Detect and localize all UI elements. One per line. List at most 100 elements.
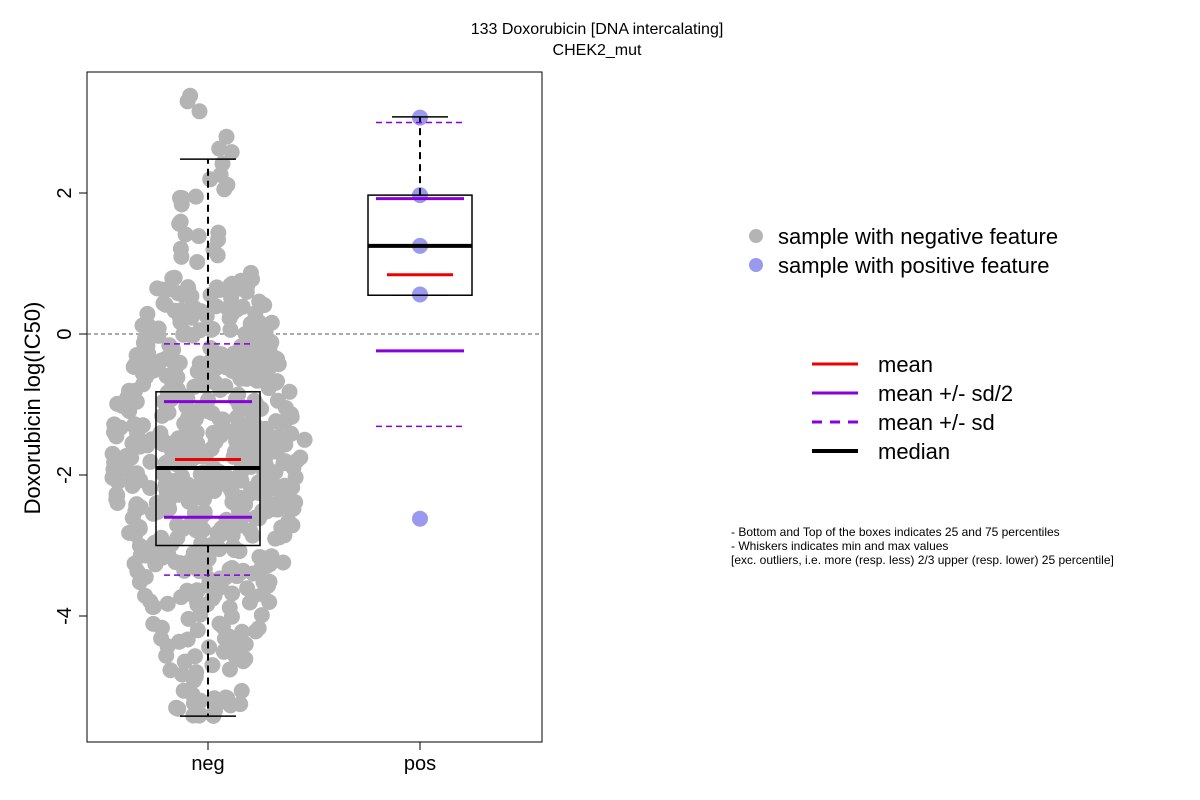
y-tick-label: 2 bbox=[54, 187, 76, 198]
x-tick-label: pos bbox=[404, 753, 436, 775]
legend-sample-label: sample with negative feature bbox=[778, 224, 1058, 249]
neg-sample-point bbox=[224, 362, 241, 379]
neg-sample-point bbox=[155, 295, 172, 312]
neg-sample-point bbox=[207, 374, 224, 391]
neg-sample-point bbox=[161, 438, 178, 455]
neg-points bbox=[104, 87, 313, 724]
legend-line-label: mean +/- sd/2 bbox=[878, 381, 1013, 406]
neg-sample-point bbox=[212, 426, 229, 443]
neg-sample-point bbox=[235, 653, 252, 670]
neg-sample-point bbox=[198, 308, 215, 325]
neg-sample-point bbox=[210, 231, 226, 248]
neg-sample-point bbox=[225, 448, 242, 465]
plot-area: -4 -2 0 2 neg pos bbox=[54, 71, 543, 775]
neg-sample-point bbox=[238, 283, 255, 300]
neg-sample-point bbox=[209, 695, 226, 712]
neg-sample-point bbox=[296, 431, 313, 448]
neg-sample-point bbox=[200, 392, 216, 408]
y-axis-label: Doxorubicin log(IC50) bbox=[20, 302, 45, 515]
neg-sample-point bbox=[180, 279, 196, 296]
neg-sample-point bbox=[191, 361, 208, 377]
neg-sample-point bbox=[180, 493, 197, 510]
neg-sample-point bbox=[134, 317, 151, 334]
neg-sample-point bbox=[179, 582, 196, 599]
neg-sample-point bbox=[206, 483, 223, 499]
neg-sample-point bbox=[268, 413, 284, 430]
neg-sample-point bbox=[233, 682, 250, 699]
neg-sample-point bbox=[127, 503, 144, 519]
y-tick-label: -2 bbox=[54, 466, 76, 484]
neg-sample-point bbox=[135, 334, 152, 351]
neg-sample-point bbox=[232, 696, 249, 713]
neg-sample-point bbox=[189, 435, 206, 452]
neg-sample-point bbox=[222, 630, 239, 647]
neg-sample-point bbox=[224, 306, 240, 322]
neg-sample-point bbox=[136, 540, 153, 556]
neg-sample-point bbox=[192, 322, 208, 339]
footnote-line: [exc. outliers, i.e. more (resp. less) 2… bbox=[731, 553, 1114, 567]
neg-sample-point bbox=[221, 599, 238, 616]
legend-line-label: mean bbox=[878, 352, 933, 377]
neg-sample-point bbox=[250, 431, 267, 447]
neg-sample-point bbox=[224, 585, 241, 602]
neg-sample-point bbox=[150, 327, 167, 344]
neg-sample-point bbox=[118, 448, 135, 464]
neg-sample-point bbox=[217, 569, 234, 586]
legend-sample-marker bbox=[749, 258, 763, 272]
neg-sample-point bbox=[159, 595, 176, 612]
neg-sample-point bbox=[189, 596, 206, 613]
neg-sample-point bbox=[202, 171, 219, 188]
neg-sample-point bbox=[189, 622, 206, 639]
footnote-line: - Whiskers indicates min and max values bbox=[731, 539, 948, 553]
neg-sample-point bbox=[216, 181, 233, 198]
neg-sample-point bbox=[265, 480, 282, 497]
neg-sample-point bbox=[195, 521, 212, 538]
neg-sample-point bbox=[112, 419, 129, 436]
pos-sample-point bbox=[412, 510, 428, 527]
neg-sample-point bbox=[233, 338, 250, 355]
neg-sample-point bbox=[132, 472, 149, 489]
neg-sample-point bbox=[189, 254, 206, 270]
neg-sample-point bbox=[137, 587, 153, 604]
neg-sample-point bbox=[237, 636, 254, 653]
neg-sample-point bbox=[114, 397, 131, 414]
neg-sample-point bbox=[149, 280, 166, 297]
neg-sample-point bbox=[172, 240, 189, 257]
neg-sample-point bbox=[162, 662, 179, 679]
neg-sample-point bbox=[221, 661, 238, 678]
neg-sample-point bbox=[239, 580, 256, 597]
neg-sample-point bbox=[251, 293, 268, 310]
neg-sample-point bbox=[144, 599, 161, 615]
neg-sample-point bbox=[287, 469, 304, 486]
x-tick-label: neg bbox=[191, 753, 224, 775]
neg-sample-point bbox=[179, 631, 196, 648]
neg-sample-point bbox=[157, 476, 174, 493]
neg-sample-point bbox=[186, 378, 203, 395]
neg-sample-point bbox=[160, 404, 177, 421]
neg-sample-point bbox=[104, 445, 121, 462]
legend-sample-label: sample with positive feature bbox=[778, 253, 1049, 278]
neg-sample-point bbox=[202, 339, 219, 356]
neg-sample-point bbox=[109, 495, 126, 511]
neg-sample-point bbox=[254, 586, 271, 603]
neg-sample-point bbox=[152, 353, 169, 370]
neg-sample-point bbox=[223, 144, 240, 161]
neg-sample-point bbox=[180, 610, 197, 627]
neg-sample-point bbox=[131, 519, 148, 536]
neg-sample-point bbox=[281, 383, 298, 400]
neg-sample-point bbox=[218, 128, 235, 145]
neg-sample-point bbox=[169, 517, 186, 533]
neg-sample-point bbox=[176, 427, 193, 444]
neg-sample-point bbox=[276, 527, 293, 544]
neg-sample-point bbox=[240, 401, 257, 417]
neg-sample-point bbox=[263, 548, 280, 565]
neg-sample-point bbox=[277, 453, 294, 470]
neg-sample-point bbox=[152, 425, 169, 442]
neg-sample-point bbox=[186, 695, 202, 712]
neg-sample-point bbox=[257, 358, 274, 375]
legend: sample with negative feature sample with … bbox=[749, 224, 1058, 464]
neg-sample-point bbox=[177, 226, 194, 243]
neg-sample-point bbox=[221, 479, 238, 496]
neg-sample-point bbox=[226, 542, 243, 558]
neg-sample-point bbox=[191, 103, 208, 120]
